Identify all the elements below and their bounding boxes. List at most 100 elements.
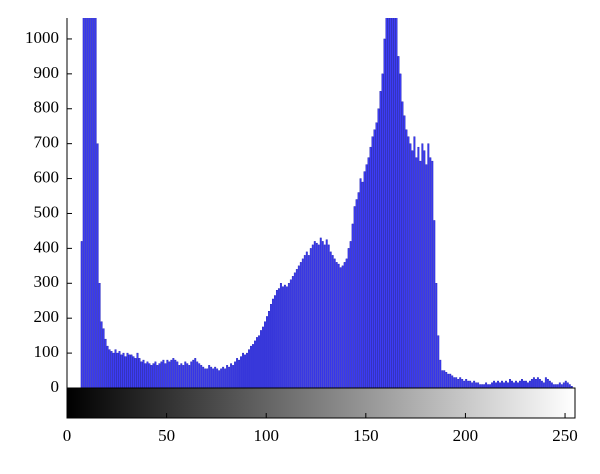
bar — [86, 18, 89, 388]
bar — [349, 241, 352, 388]
bar — [341, 265, 344, 388]
bar — [224, 368, 227, 388]
bar — [303, 255, 306, 388]
bar — [172, 358, 175, 388]
bar — [295, 269, 298, 388]
bar — [134, 358, 137, 388]
bar — [347, 248, 350, 388]
bar — [132, 356, 135, 388]
bar — [421, 143, 424, 388]
bar — [204, 368, 207, 388]
bar — [391, 18, 394, 388]
bar — [455, 377, 458, 388]
bar — [493, 380, 496, 388]
bar — [144, 363, 147, 388]
bar — [477, 382, 480, 388]
bar — [530, 379, 533, 388]
bar — [277, 288, 280, 388]
bar — [250, 345, 252, 388]
bar — [309, 248, 312, 388]
bar — [532, 377, 535, 388]
bar — [216, 368, 219, 388]
bar — [84, 18, 87, 388]
bar — [285, 286, 288, 388]
bar — [453, 377, 456, 388]
bar — [90, 18, 93, 388]
bar — [202, 366, 205, 388]
bar — [523, 380, 525, 388]
bar — [413, 136, 416, 388]
bar — [552, 384, 555, 388]
bar — [98, 283, 101, 388]
y-tick-label: 0 — [51, 377, 60, 396]
bar — [270, 304, 272, 388]
x-tick-label: 150 — [353, 426, 379, 445]
bar — [256, 337, 258, 388]
bar — [232, 365, 235, 388]
bar — [194, 358, 197, 388]
bar — [425, 164, 428, 388]
bar — [118, 351, 121, 388]
bar — [355, 199, 358, 388]
bar — [130, 354, 133, 388]
bar — [524, 380, 527, 388]
bar — [389, 18, 392, 388]
bar — [254, 340, 256, 388]
bar — [184, 361, 187, 388]
bar — [437, 335, 440, 388]
bar — [570, 386, 573, 388]
bar — [481, 384, 484, 388]
bar — [499, 382, 501, 388]
bar — [385, 18, 388, 388]
bar — [534, 379, 537, 388]
x-tick-label: 200 — [453, 426, 479, 445]
bar — [180, 363, 183, 388]
y-tick-label: 500 — [34, 202, 60, 221]
bar — [124, 356, 127, 388]
bar — [108, 349, 111, 388]
bar — [542, 382, 545, 388]
x-tick-label: 100 — [253, 426, 279, 445]
bar — [188, 365, 191, 388]
y-tick-label: 200 — [34, 307, 60, 326]
bar — [88, 18, 91, 388]
bar — [379, 91, 382, 388]
bar — [248, 349, 250, 388]
bar — [297, 265, 300, 388]
bar — [403, 115, 406, 388]
bar — [92, 18, 95, 388]
bar — [166, 359, 169, 388]
bar — [106, 345, 109, 388]
bar — [435, 283, 438, 388]
bar — [369, 146, 372, 388]
bar — [521, 379, 523, 388]
bar — [526, 382, 529, 388]
bar — [375, 122, 378, 388]
bar — [503, 382, 505, 388]
bar — [198, 363, 201, 388]
bar — [548, 380, 551, 388]
bar — [222, 366, 225, 388]
bar — [509, 379, 511, 388]
x-tick-label: 50 — [158, 426, 175, 445]
bar — [397, 56, 400, 388]
bar — [393, 18, 396, 388]
bar — [110, 351, 113, 388]
bar — [359, 178, 362, 388]
bar — [538, 379, 541, 388]
bar — [301, 258, 304, 388]
bar — [315, 242, 318, 388]
bar — [178, 365, 181, 388]
bar — [80, 241, 83, 388]
bar — [558, 382, 561, 388]
bar — [536, 377, 539, 388]
bar — [373, 129, 376, 388]
bar — [311, 244, 314, 388]
bar — [122, 352, 125, 388]
bar — [497, 380, 499, 388]
bar — [96, 143, 99, 388]
bar — [465, 379, 468, 388]
bar — [331, 255, 334, 388]
bar — [433, 220, 436, 388]
bar — [174, 359, 177, 388]
